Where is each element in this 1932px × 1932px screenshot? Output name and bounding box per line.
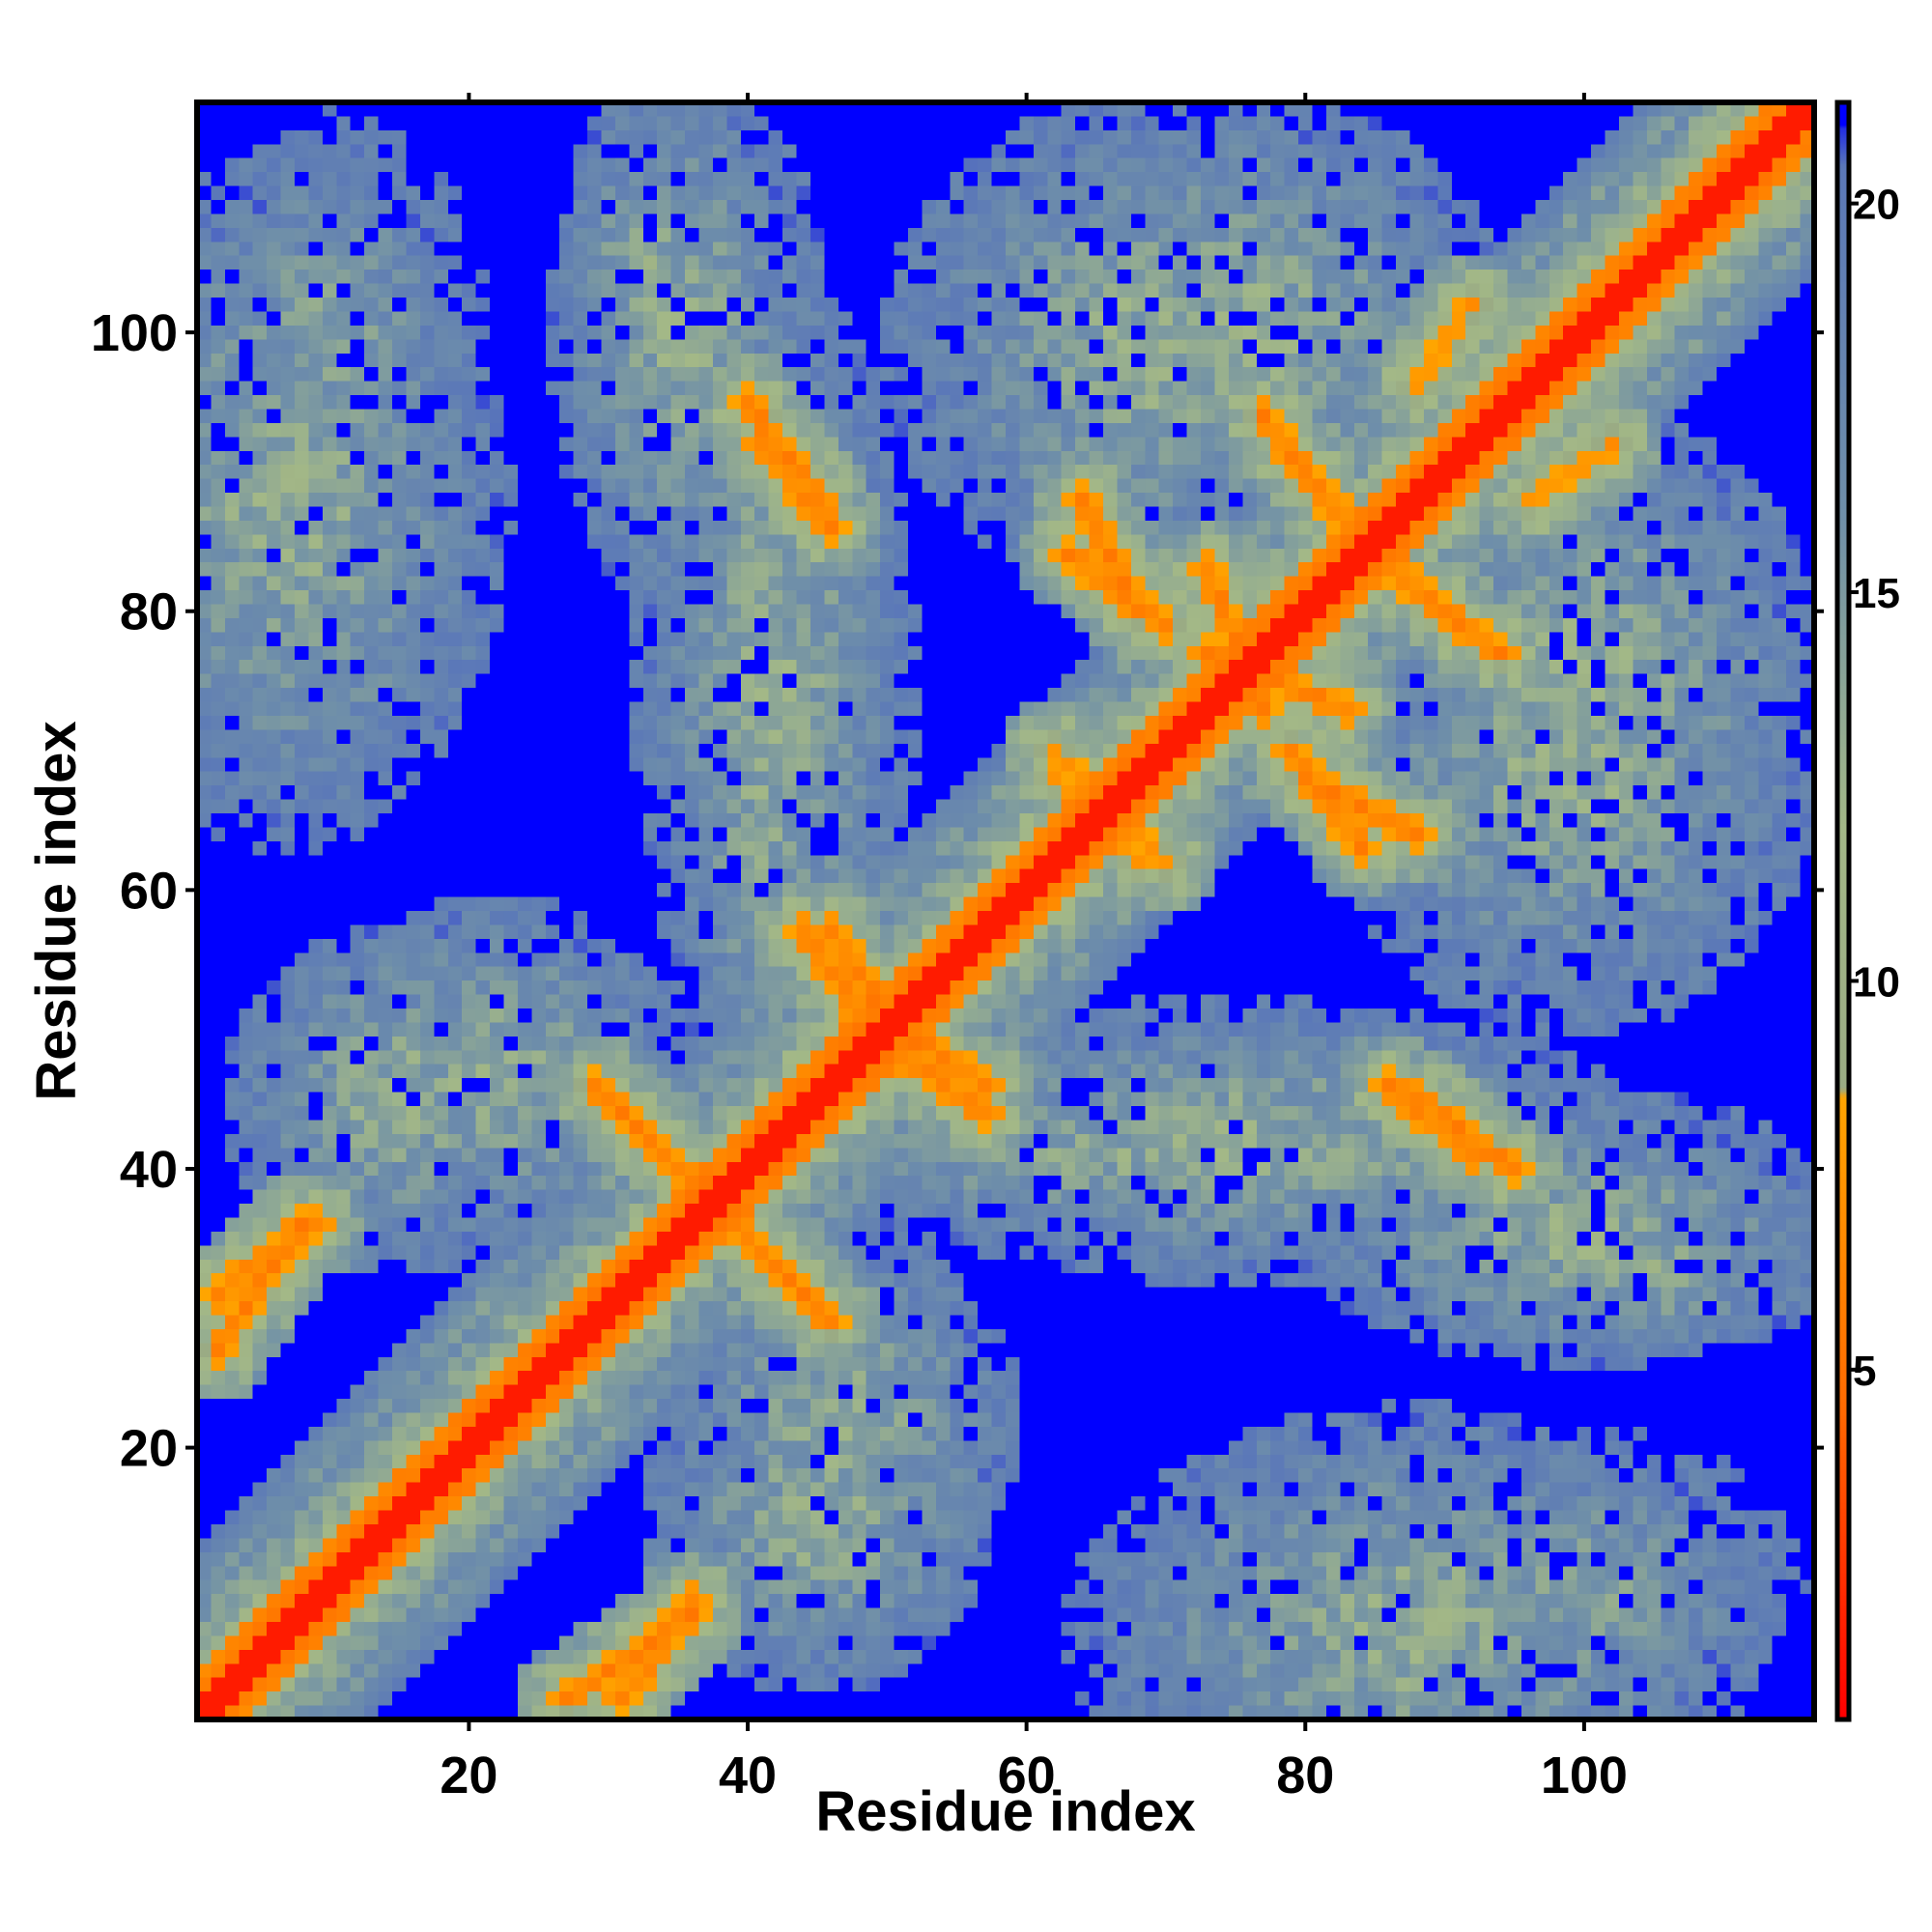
- x-tick-label: 40: [719, 1747, 777, 1804]
- y-tick-label: 100: [91, 304, 178, 362]
- colorbar-gradient: [1837, 102, 1849, 1719]
- y-tick-label: 40: [120, 1141, 178, 1199]
- y-tick-label: 80: [120, 583, 178, 641]
- x-tick-label: 60: [998, 1747, 1056, 1804]
- y-tick-label: 60: [120, 862, 178, 920]
- colorbar-frame: [1834, 99, 1852, 1722]
- colorbar-tick-label: 10: [1853, 958, 1900, 1006]
- x-tick-label: 20: [440, 1747, 497, 1804]
- plot-frame: [194, 99, 1817, 1722]
- y-axis-ticks: 20 40 60 80 100: [91, 304, 1824, 1478]
- x-axis-label: Residue index: [815, 1780, 1195, 1843]
- x-axis-ticks: 20 40 60 80 100: [440, 93, 1628, 1804]
- x-tick-label: 100: [1541, 1747, 1628, 1804]
- x-tick-label: 80: [1276, 1747, 1334, 1804]
- heatmap-grid: [197, 102, 1814, 1719]
- y-tick-label: 20: [120, 1420, 178, 1478]
- colorbar-tick-label: 5: [1853, 1348, 1876, 1395]
- y-axis-label: Residue index: [25, 721, 88, 1100]
- colorbar-tick-label: 20: [1853, 182, 1900, 229]
- colorbar-ticks: 5 10 15 20: [1849, 182, 1900, 1395]
- colorbar-tick-label: 15: [1853, 570, 1900, 617]
